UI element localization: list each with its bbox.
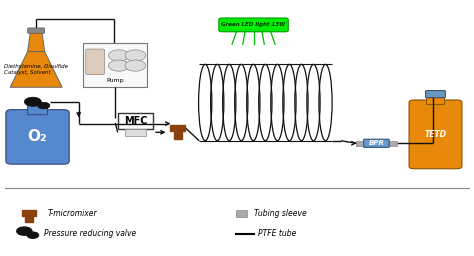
FancyBboxPatch shape: [27, 104, 47, 115]
FancyBboxPatch shape: [388, 141, 397, 146]
FancyBboxPatch shape: [409, 100, 462, 169]
Circle shape: [109, 60, 129, 71]
Polygon shape: [170, 125, 185, 131]
Circle shape: [109, 50, 129, 61]
Text: Diethylamine, Disulfide
Catalyst, Solvent: Diethylamine, Disulfide Catalyst, Solven…: [4, 64, 68, 75]
Text: MFC: MFC: [124, 116, 147, 126]
FancyBboxPatch shape: [427, 95, 445, 104]
Text: Pump: Pump: [107, 78, 124, 83]
Text: Tubing sleeve: Tubing sleeve: [254, 209, 306, 218]
Circle shape: [24, 97, 41, 106]
Polygon shape: [10, 52, 62, 87]
FancyBboxPatch shape: [426, 91, 446, 98]
FancyBboxPatch shape: [219, 18, 288, 32]
Polygon shape: [25, 216, 33, 222]
FancyBboxPatch shape: [125, 129, 146, 136]
FancyBboxPatch shape: [118, 113, 153, 129]
FancyBboxPatch shape: [364, 139, 389, 147]
FancyBboxPatch shape: [83, 43, 147, 87]
Text: BPR: BPR: [368, 140, 384, 146]
Circle shape: [37, 102, 50, 109]
Polygon shape: [22, 210, 36, 216]
Circle shape: [27, 232, 38, 238]
Text: Green LED light 13W: Green LED light 13W: [221, 22, 286, 27]
Text: PTFE tube: PTFE tube: [258, 229, 297, 238]
FancyBboxPatch shape: [356, 141, 365, 146]
FancyBboxPatch shape: [86, 49, 105, 74]
Circle shape: [125, 60, 146, 71]
Text: TETD: TETD: [424, 130, 447, 139]
Polygon shape: [173, 131, 182, 139]
FancyBboxPatch shape: [27, 28, 45, 33]
Text: T-micromixer: T-micromixer: [48, 209, 98, 218]
Polygon shape: [27, 31, 45, 52]
Circle shape: [17, 227, 32, 235]
Text: Pressure reducing valve: Pressure reducing valve: [44, 229, 137, 238]
Text: O₂: O₂: [28, 130, 47, 144]
FancyBboxPatch shape: [236, 210, 247, 217]
Circle shape: [125, 50, 146, 61]
FancyBboxPatch shape: [6, 110, 69, 164]
